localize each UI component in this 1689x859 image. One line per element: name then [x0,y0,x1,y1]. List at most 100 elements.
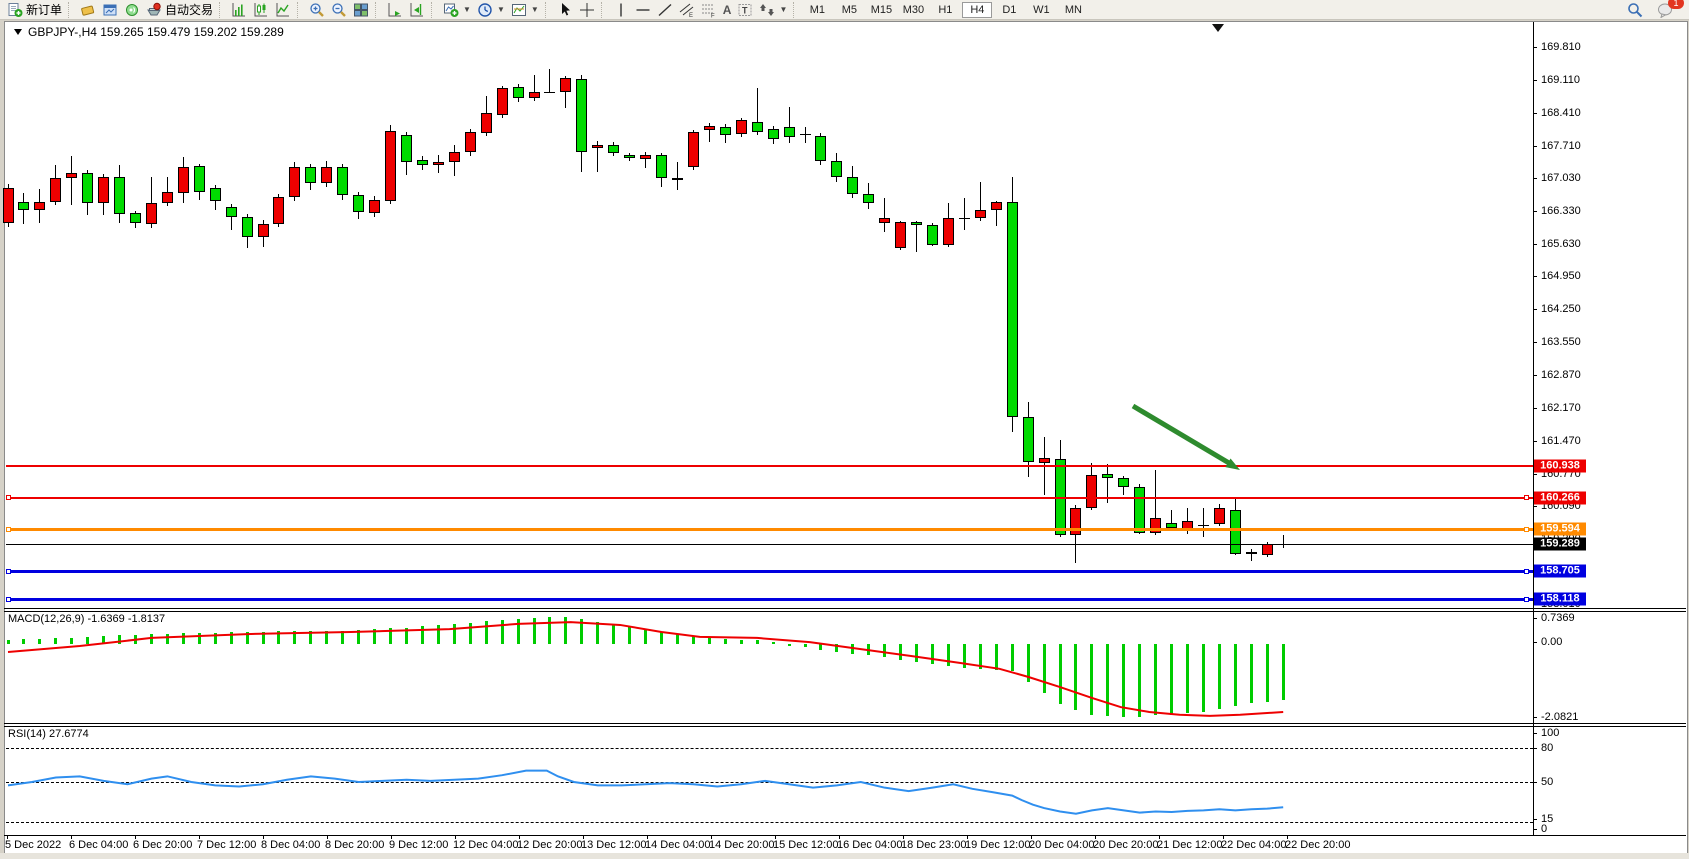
candle [656,154,668,179]
timeframe-h1[interactable]: H1 [938,3,953,16]
level-handle[interactable] [6,568,11,574]
level-handle[interactable] [1524,495,1529,501]
timeframe-w1[interactable]: W1 [1033,3,1050,16]
price-axis-label: 161.470 [1541,434,1581,447]
level-price-badge[interactable]: 159.594 [1534,522,1586,536]
candle [990,202,1002,211]
new-order-button[interactable]: 新订单 [4,1,65,19]
toolbar-separator [375,1,381,18]
equidistant-channel-tool-button[interactable]: E [676,1,698,19]
candle [353,194,365,213]
arrows-tool-button[interactable]: ▼ [756,1,790,19]
timeframe-mn[interactable]: MN [1064,3,1082,16]
tile-windows-button[interactable] [350,1,372,19]
auto-trading-label: 自动交易 [165,3,214,17]
candle [130,213,142,223]
search-button[interactable] [1624,1,1646,19]
macd-histogram-bar [1202,643,1205,712]
market-watch-button[interactable] [77,1,99,19]
auto-scroll-button[interactable] [384,1,406,19]
candle [114,177,126,215]
fibonacci-tool-button[interactable]: F [698,1,720,19]
indicators-button[interactable]: ▼ [440,1,474,19]
price-axis-label: 169.810 [1541,40,1581,53]
cursor-tool-button[interactable] [554,1,576,19]
crosshair-tool-button[interactable] [576,1,598,19]
level-line[interactable] [6,569,1533,573]
timeframe-d1[interactable]: D1 [1002,3,1017,16]
candle [783,127,795,137]
rsi-axis-label: 50 [1541,776,1554,788]
broadcast-button[interactable] [121,1,143,19]
level-line[interactable] [6,527,1533,531]
timeframe-m5[interactable]: M5 [841,3,858,16]
line-chart-button[interactable] [272,1,294,19]
candle [1038,458,1050,463]
toolbar-separator [297,1,303,18]
search-icon [1627,2,1643,18]
zoom-out-button[interactable] [328,1,350,19]
candle [369,200,381,213]
zoom-in-icon [309,2,325,18]
trendline-tool-button[interactable] [654,1,676,19]
date-axis-tick [519,835,520,839]
level-line[interactable] [6,496,1533,499]
price-axis-label: 164.250 [1541,303,1581,316]
price-axis-tick [1533,112,1537,114]
chart-shift-button[interactable] [406,1,428,19]
timeframe-h4[interactable]: H4 [962,1,993,18]
macd-histogram-bar [102,636,106,644]
macd-axis-label: 0.7369 [1541,612,1575,624]
level-price-badge[interactable]: 160.266 [1534,491,1586,505]
date-axis-tick [1159,835,1160,839]
level-handle[interactable] [1524,568,1529,574]
pane-separator[interactable] [4,611,1686,612]
level-price-badge[interactable]: 158.705 [1534,564,1586,578]
timeframe-m1[interactable]: M1 [809,3,826,16]
pane-separator[interactable] [4,608,1686,609]
text-label-tool-button[interactable]: T [734,1,756,19]
candle [2,187,14,223]
level-handle[interactable] [6,526,11,532]
notifications-button[interactable]: 1 [1654,0,1684,19]
pane-separator[interactable] [4,723,1686,724]
rsi-axis-tick [1533,829,1537,830]
timeframe-m15[interactable]: M15 [870,3,893,16]
candlestick-chart-button[interactable] [250,1,272,19]
symbol-dropdown-icon[interactable] [14,29,22,35]
timeframe-m30[interactable]: M30 [902,3,925,16]
candle [735,119,747,135]
svg-text:F: F [711,13,715,18]
periods-button[interactable]: ▼ [474,1,508,19]
level-handle[interactable] [6,495,11,501]
date-axis-tick [7,835,8,839]
date-axis-tick [647,835,648,839]
macd-histogram-bar [6,639,10,644]
line-chart-icon [275,2,291,18]
text-tool-button[interactable]: A [720,1,735,19]
macd-histogram-bar [500,620,504,644]
trendline-icon [657,2,673,18]
autotrading-button[interactable]: 自动交易 [143,1,216,19]
level-line[interactable] [6,464,1533,467]
candle [911,221,923,225]
level-price-badge[interactable]: 160.938 [1534,459,1586,473]
macd-histogram-bar [803,643,807,648]
level-handle[interactable] [1524,526,1529,532]
price-axis-label: 162.170 [1541,401,1581,414]
templates-button[interactable]: ▼ [508,1,542,19]
macd-histogram-bar [532,617,536,644]
macd-histogram-bar [994,643,998,670]
level-price-badge[interactable]: 158.118 [1534,592,1586,606]
level-handle[interactable] [1524,596,1529,602]
horizontal-line-tool-button[interactable] [632,1,654,19]
zoom-in-button[interactable] [306,1,328,19]
pane-separator[interactable] [4,726,1686,727]
bar-chart-button[interactable] [228,1,250,19]
candle [241,217,253,238]
level-line[interactable] [6,597,1533,601]
data-window-button[interactable] [99,1,121,19]
vertical-line-tool-button[interactable] [610,1,632,19]
level-handle[interactable] [6,596,11,602]
arrow-object-marker[interactable] [1212,24,1224,32]
